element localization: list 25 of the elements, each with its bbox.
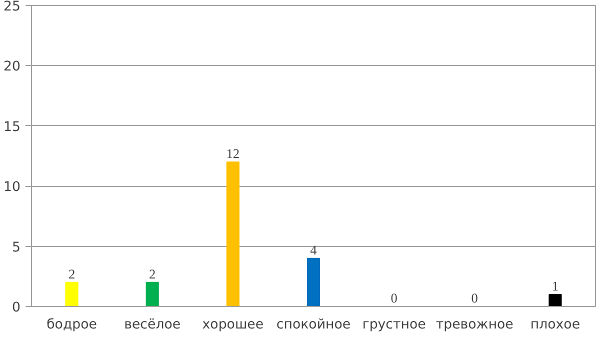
data-label: 12 [226,146,240,162]
x-tick-label: бодрое [46,318,97,332]
data-label: 1 [552,278,559,294]
y-tick-label: 20 [4,60,21,75]
data-label: 4 [310,242,318,258]
x-tick-label: тревожное [436,318,514,332]
x-tick-label: спокойное [276,318,351,332]
data-label: 0 [471,290,478,306]
y-tick-label: 0 [12,300,21,316]
x-tick-label: весёлое [124,318,181,332]
data-label: 0 [390,290,398,306]
x-tick-label: плохое [530,318,580,332]
bar [65,282,78,306]
data-label: 2 [149,266,156,282]
y-tick-label: 10 [4,180,21,196]
x-tick-label: хорошее [202,318,264,332]
x-tick-label: грустное [362,318,426,332]
data-label: 2 [68,266,76,282]
bar [146,282,159,306]
y-tick-label: 25 [4,0,21,14]
bar [548,294,562,306]
y-tick-label: 5 [12,240,21,256]
bar [306,258,320,306]
y-tick-label: 15 [4,120,21,135]
bar [226,162,240,306]
